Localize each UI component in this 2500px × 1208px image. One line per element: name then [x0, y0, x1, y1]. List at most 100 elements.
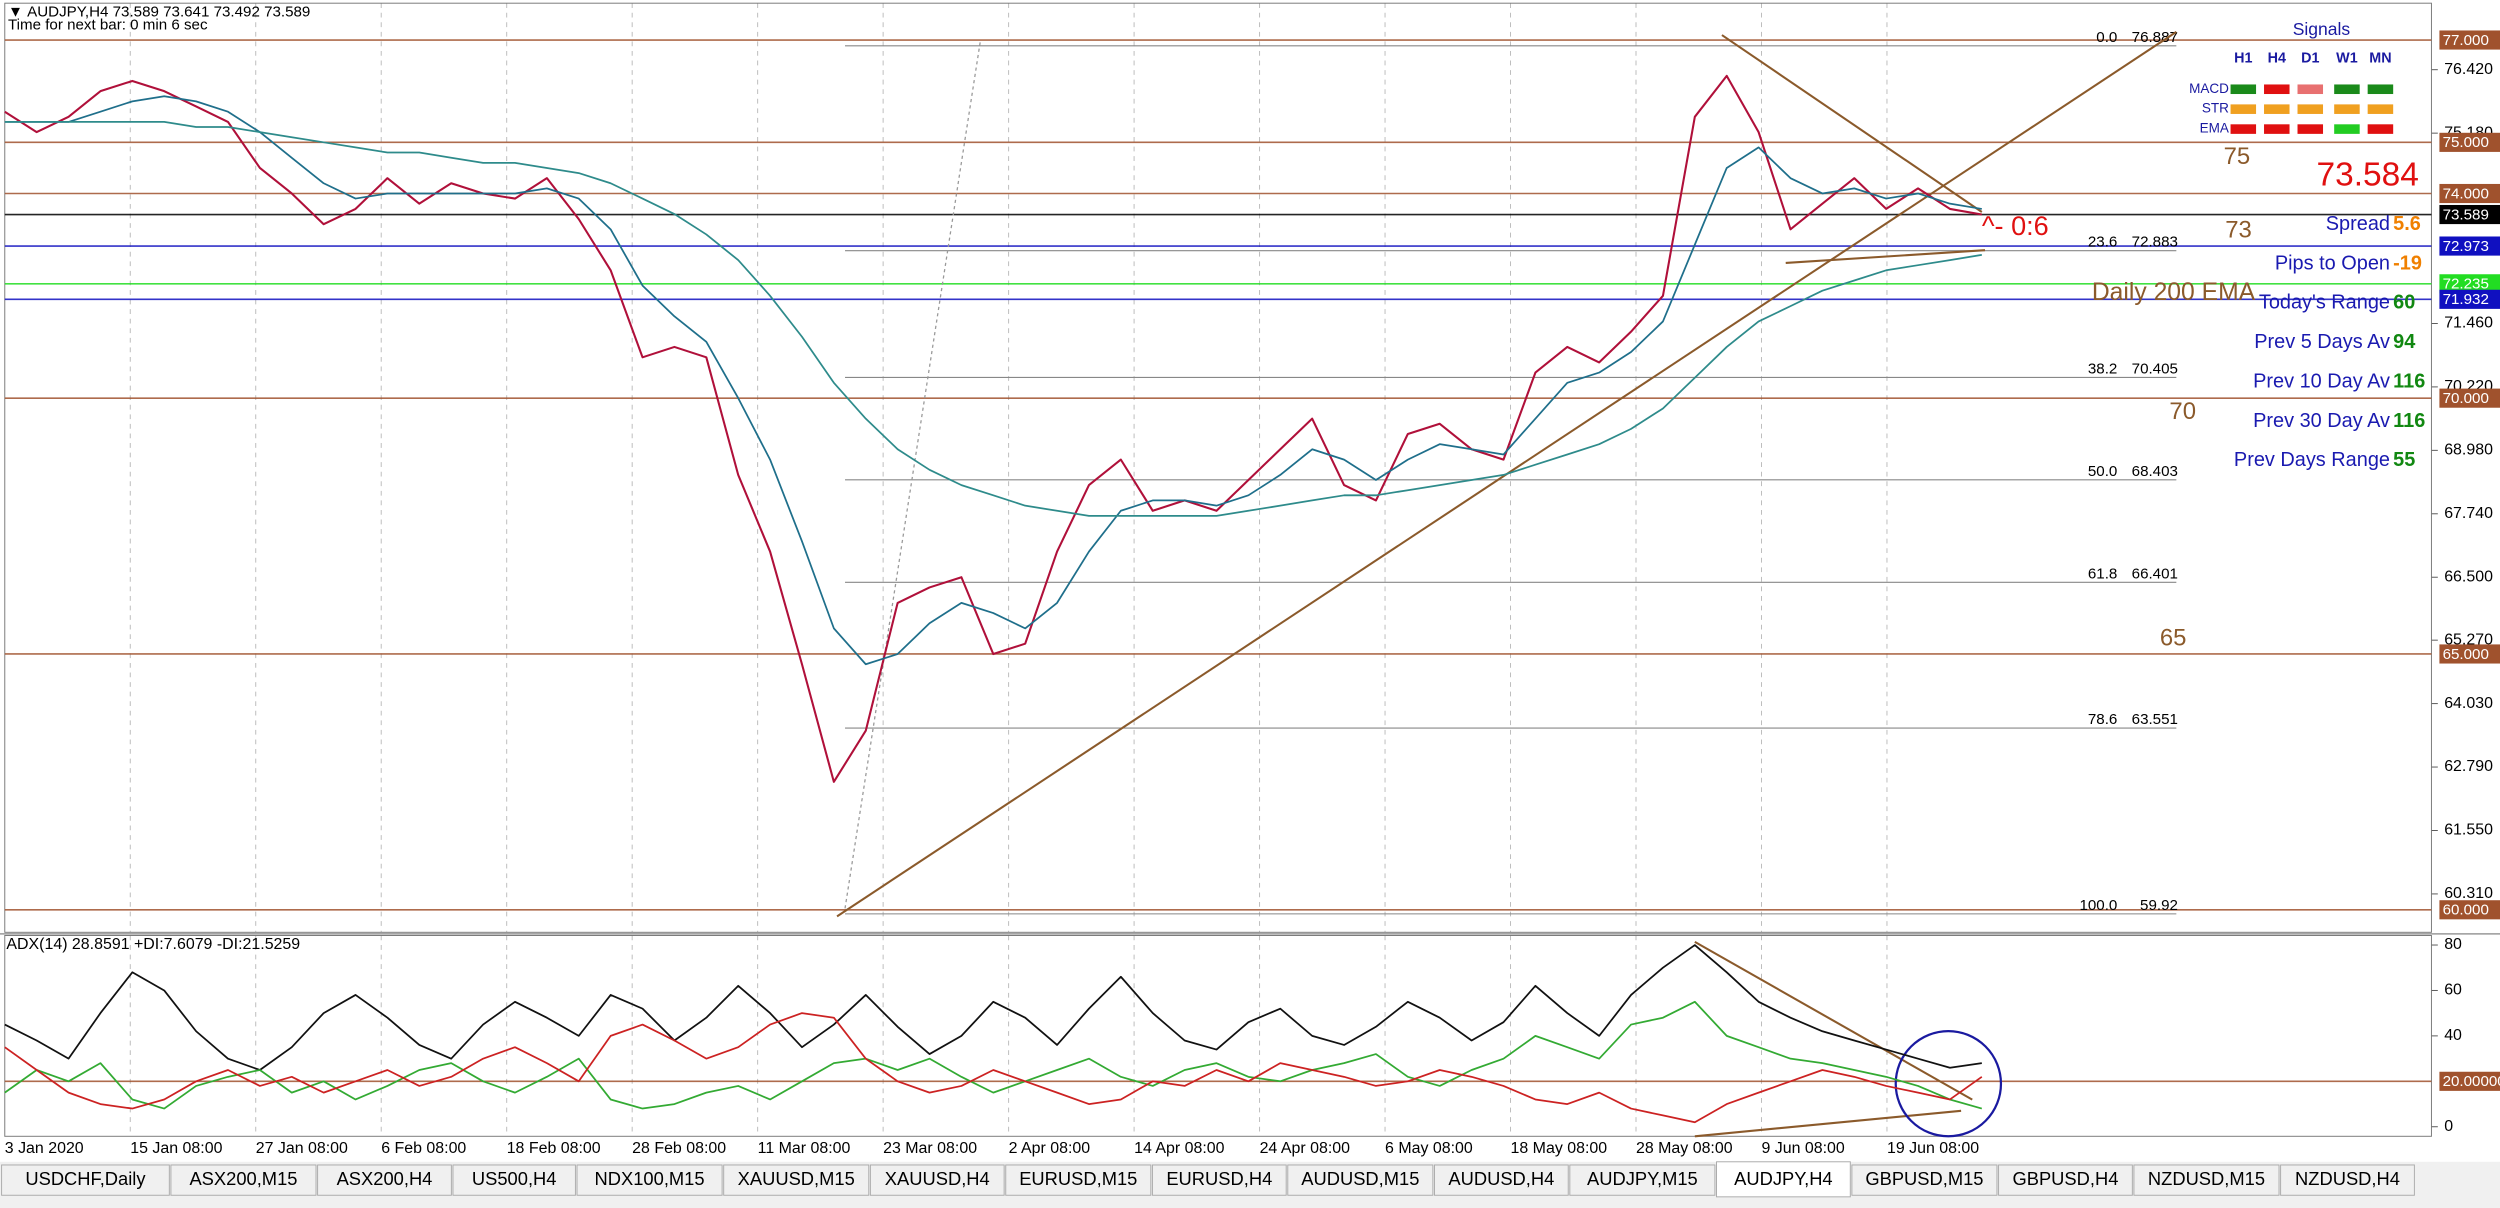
info-value: 5.6 — [2393, 213, 2421, 235]
tab-label[interactable]: USDCHF,Daily — [25, 1168, 146, 1189]
tab-label[interactable]: NZDUSD,H4 — [2295, 1168, 2400, 1189]
info-label: Spread — [2326, 213, 2390, 235]
info-label: Prev 30 Day Av — [2253, 410, 2390, 432]
tab-label[interactable]: AUDUSD,M15 — [1301, 1168, 1419, 1189]
signal-column: H1 — [2234, 51, 2252, 67]
signals-panel: Signals H1 H4 D1 W1 MN MACD STR EMA — [2189, 19, 2394, 136]
series-line — [4, 1000, 1983, 1110]
tab-label[interactable]: ASX200,M15 — [189, 1168, 297, 1189]
fib-price: 68.403 — [2132, 463, 2178, 480]
signal-indicator — [2367, 104, 2394, 114]
tab[interactable] — [1287, 1164, 1434, 1196]
x-tick-label: 14 Apr 08:00 — [1134, 1140, 1225, 1157]
tab[interactable] — [869, 1164, 1005, 1196]
y-tick-label: 60.310 — [2444, 885, 2493, 902]
level-box — [2439, 900, 2500, 920]
info-label: Today's Range — [2259, 292, 2390, 314]
tab[interactable] — [1851, 1164, 1998, 1196]
y-tick-label: 60 — [2444, 982, 2462, 999]
bar-countdown: ^- 0:6 — [1982, 210, 2049, 241]
grid: 76.42075.18071.46070.22068.98067.74066.5… — [129, 3, 2493, 1137]
fib-price: 66.401 — [2132, 565, 2178, 582]
signal-indicator — [2297, 84, 2324, 95]
tab[interactable] — [723, 1164, 870, 1196]
tab[interactable] — [2133, 1164, 2280, 1196]
tab-label[interactable]: EURUSD,M15 — [1019, 1168, 1137, 1189]
bar-timer: Time for next bar: 0 min 6 sec — [8, 17, 208, 34]
fib-price: 72.883 — [2132, 234, 2178, 251]
fib-price: 63.551 — [2132, 711, 2178, 728]
fibonacci: 0.0 76.887 23.6 72.883 38.2 70.405 50.0 68.403 6… — [845, 29, 2178, 915]
level-box — [2439, 388, 2500, 408]
series-line — [4, 944, 1982, 1071]
level-box — [2439, 30, 2500, 50]
y-tick-label: 65.270 — [2444, 631, 2493, 648]
highlight-circle — [1894, 1029, 2003, 1138]
tab-label[interactable]: XAUUSD,M15 — [738, 1168, 855, 1189]
info-value: 94 — [2393, 331, 2415, 353]
price-label: 73 — [2225, 216, 2252, 243]
y-tick-label: 67.740 — [2444, 505, 2493, 522]
adx-title: ADX(14) 28.8591 +DI:7.6079 -DI:21.5259 — [6, 936, 300, 953]
x-tick-label: 19 Jun 08:00 — [1887, 1140, 1979, 1157]
fib-level: 0.0 — [2096, 29, 2117, 46]
level-box — [2439, 236, 2500, 256]
tab[interactable] — [452, 1164, 576, 1196]
tab[interactable] — [1569, 1164, 1716, 1196]
level-box — [2439, 289, 2500, 309]
tab-label[interactable]: GBPUSD,H4 — [2012, 1168, 2118, 1189]
tab[interactable] — [1151, 1164, 1287, 1196]
y-tick-label: 80 — [2444, 936, 2462, 953]
price-label: 70 — [2169, 398, 2196, 425]
x-tick-label: 9 Jun 08:00 — [1761, 1140, 1844, 1157]
tab-label[interactable]: AUDJPY,M15 — [1587, 1168, 1698, 1189]
tab-label[interactable]: AUDUSD,H4 — [1448, 1168, 1554, 1189]
level-box — [2439, 644, 2500, 664]
tab[interactable] — [317, 1164, 452, 1196]
fib-price: 70.405 — [2132, 360, 2178, 377]
level-box — [2439, 204, 2500, 225]
header-title: AUDJPY,H4 73.589 73.641 73.492 73.589 — [27, 4, 310, 21]
tab[interactable] — [170, 1164, 317, 1196]
tab[interactable] — [1005, 1164, 1152, 1196]
signal-indicator — [2264, 104, 2290, 114]
x-tick-label: 27 Jan 08:00 — [256, 1140, 348, 1157]
signal-indicator — [2334, 104, 2360, 114]
tab-label[interactable]: ASX200,H4 — [337, 1168, 433, 1189]
tab-label[interactable]: XAUUSD,H4 — [885, 1168, 990, 1189]
tab[interactable] — [1716, 1161, 1851, 1198]
y-tick-label: 66.500 — [2444, 568, 2493, 585]
trendline — [1785, 249, 1986, 264]
tab-label[interactable]: NZDUSD,M15 — [2148, 1168, 2265, 1189]
signal-indicator — [2297, 124, 2324, 134]
fib-price: 76.887 — [2132, 29, 2178, 46]
info-value: 60 — [2393, 292, 2415, 314]
tab[interactable] — [1998, 1164, 2133, 1196]
tab-label[interactable]: AUDJPY,H4 — [1734, 1168, 1832, 1189]
info-value: -19 — [2393, 252, 2422, 274]
tab-label[interactable]: NDX100,M15 — [595, 1168, 705, 1189]
signal-indicator — [2367, 124, 2394, 134]
fib-level: 100.0 — [2079, 897, 2117, 914]
level-label: 75.000 — [2443, 134, 2489, 151]
tab[interactable] — [1, 1164, 170, 1196]
tab-label[interactable]: GBPUSD,M15 — [1865, 1168, 1983, 1189]
signal-column: H4 — [2268, 51, 2286, 67]
series-line — [4, 121, 1982, 517]
adx-frame — [4, 935, 2432, 1137]
tab-label[interactable]: EURUSD,H4 — [1166, 1168, 1272, 1189]
tab-label[interactable]: US500,H4 — [472, 1168, 557, 1189]
info-label: Prev 10 Day Av — [2253, 370, 2390, 392]
trendline — [1694, 940, 1973, 1101]
fib-level: 61.8 — [2088, 565, 2117, 582]
level-box — [2439, 274, 2500, 294]
tab[interactable] — [1433, 1164, 1569, 1196]
tab[interactable] — [2280, 1164, 2415, 1196]
info-value: 116 — [2393, 410, 2425, 432]
tabs: USDCHF,Daily ASX200,M15 ASX200,H4 US500,H4 N… — [1, 1161, 2415, 1198]
signals-title: Signals — [2293, 19, 2351, 39]
fib-level: 50.0 — [2088, 463, 2117, 480]
tab[interactable] — [576, 1164, 723, 1196]
level-label: 72.973 — [2443, 238, 2489, 255]
